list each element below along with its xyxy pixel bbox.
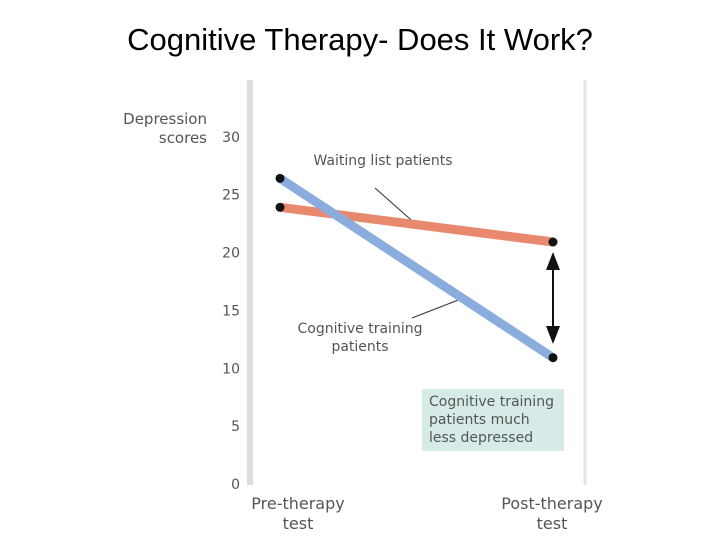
leader-line — [411, 296, 467, 319]
x-tick-label: Pre-therapy test — [251, 494, 345, 533]
x-tick-label: Post-therapy test — [501, 494, 603, 533]
series-line — [277, 174, 556, 362]
data-point — [275, 173, 285, 183]
y-tick-label: 5 — [231, 419, 240, 435]
data-point — [548, 237, 558, 247]
slide-title: Cognitive Therapy- Does It Work? — [127, 22, 593, 57]
y-tick-label: 15 — [222, 303, 240, 319]
y-axis-label: Depression scores — [123, 110, 207, 147]
difference-arrow — [546, 252, 560, 344]
data-point — [548, 353, 558, 363]
annotation: Cognitive training patients much less de… — [422, 389, 564, 451]
data-point — [275, 202, 285, 212]
y-tick-label: 30 — [222, 130, 240, 146]
y-tick-label: 10 — [222, 361, 240, 377]
series-label: Cognitive training patients — [297, 321, 423, 355]
series-label: Waiting list patients — [313, 153, 453, 169]
y-tick-label: 0 — [231, 477, 240, 493]
y-tick-label: 25 — [222, 188, 240, 204]
y-tick-label: 20 — [222, 246, 240, 262]
